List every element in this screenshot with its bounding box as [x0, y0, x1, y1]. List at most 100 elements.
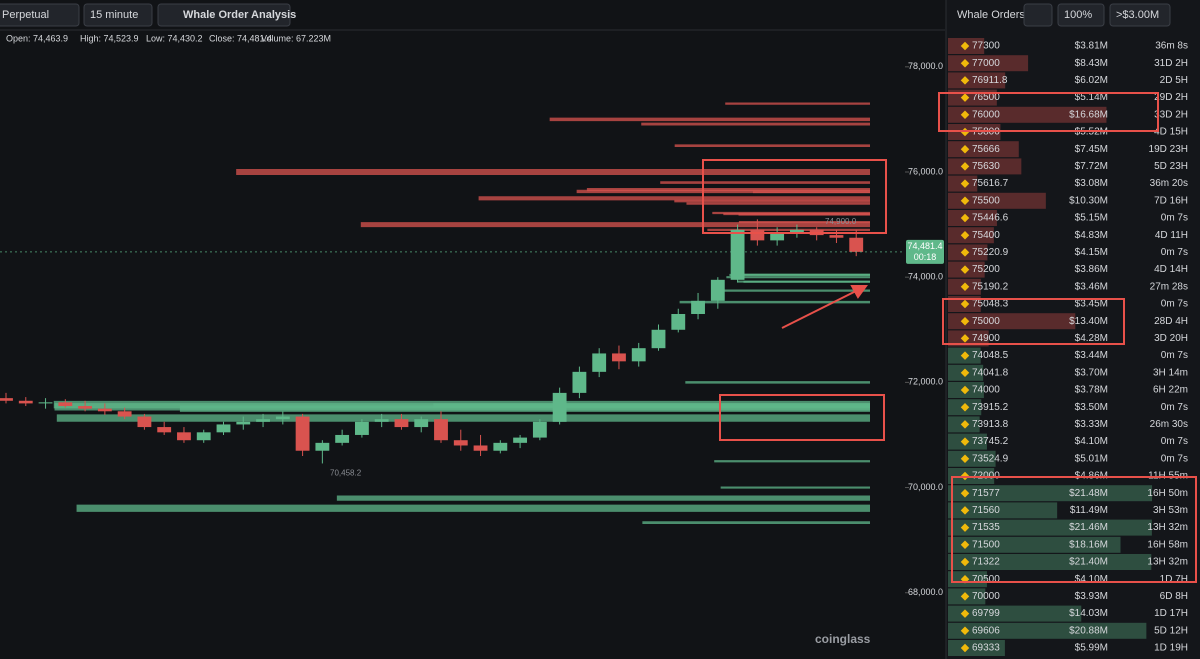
amount-bar: [948, 536, 1121, 553]
zoom: 100%: [1064, 9, 1092, 21]
candle-body: [651, 329, 666, 349]
order-age: 0m 7s: [1161, 453, 1188, 464]
exchange-icon: [960, 437, 970, 446]
order-age: 6D 8H: [1160, 591, 1188, 602]
order-amount: $21.48M: [1069, 488, 1108, 499]
candle-body: [414, 419, 429, 428]
candle-body: [354, 421, 369, 435]
interval-select[interactable]: [83, 3, 153, 27]
highlight-box: [938, 92, 1159, 132]
tool-button[interactable]: [157, 3, 291, 27]
y-tick-label: 78,000.0: [908, 61, 943, 71]
y-tick-label: 72,000.0: [908, 377, 943, 387]
exchange-icon: [960, 265, 970, 274]
exchange-icon: [960, 402, 970, 412]
order-amount: $5.01M: [1075, 453, 1108, 464]
candle-body: [691, 300, 705, 314]
filter-select[interactable]: [1109, 3, 1171, 27]
order-amount: $4.15M: [1075, 247, 1108, 258]
highlights: [702, 92, 1197, 583]
order-age: 26m 30s: [1150, 419, 1188, 430]
order-age: 7D 16H: [1154, 195, 1188, 206]
ohlc-low: Low: 74,430.2: [146, 33, 203, 43]
order-age: 16H 58m: [1147, 539, 1188, 550]
order-amount: $5.14M: [1075, 92, 1108, 103]
panel-title: Whale Orders: [957, 9, 1025, 21]
order-amount: $21.46M: [1069, 522, 1108, 533]
candle-body: [275, 416, 290, 420]
exchange-icon: [960, 523, 970, 532]
amount-bar: [948, 158, 1022, 175]
amount-bar: [948, 640, 1005, 656]
order-price: 75190.2: [972, 281, 1009, 292]
order-amount: $4.28M: [1075, 333, 1108, 344]
exchange-icon: [960, 643, 970, 653]
amount-bar: [948, 554, 1152, 570]
amount-bar: [948, 192, 1046, 209]
order-age: 4D 11H: [1155, 230, 1188, 241]
order-age: 28D 4H: [1154, 316, 1188, 327]
order-amount: $14.03M: [1069, 608, 1108, 619]
order-age: 6H 22m: [1153, 385, 1188, 396]
candle-body: [236, 421, 251, 425]
order-price: 75630: [972, 161, 1000, 172]
order-age: 36m 20s: [1150, 178, 1188, 189]
order-age: 2D 5H: [1160, 75, 1188, 86]
amount-bar: [948, 622, 1147, 639]
candle-body: [770, 232, 785, 241]
order-age: 19D 23H: [1149, 144, 1188, 155]
candle-body: [177, 432, 191, 441]
order-price: 69799: [972, 608, 1000, 619]
exchange-icon: [960, 454, 970, 464]
candle-body: [295, 416, 310, 451]
order-amount: $3.81M: [1075, 41, 1108, 52]
order-amount: $18.16M: [1069, 539, 1108, 550]
tool: Whale Order Analysis: [183, 9, 296, 21]
exchange-icon: [960, 557, 970, 567]
order-age: 33D 2H: [1154, 109, 1188, 120]
candle-body: [710, 279, 725, 301]
order-price: 75500: [972, 195, 1000, 206]
amount-bar: [948, 605, 1082, 622]
order-price: 75616.7: [972, 178, 1009, 189]
order-age: 36m 8s: [1155, 41, 1188, 52]
order-age: 3H 14m: [1153, 367, 1188, 378]
order-amount: $3.44M: [1075, 350, 1108, 361]
filter: >$3.00M: [1116, 9, 1159, 21]
order-price: 70000: [972, 591, 1000, 602]
price-annotation: 74,900.0: [825, 217, 857, 226]
order-price: 75400: [972, 230, 1000, 241]
order-amount: $10.30M: [1069, 195, 1108, 206]
settings-button[interactable]: [1023, 3, 1053, 27]
order-price: 76500: [972, 92, 1000, 103]
order-age: 4D 14H: [1154, 264, 1188, 275]
zoom-select[interactable]: [1057, 3, 1105, 27]
order-price: 71560: [972, 505, 1000, 516]
order-age: 1D 17H: [1154, 608, 1188, 619]
candle-body: [374, 419, 389, 422]
order-age: 3D 20H: [1154, 333, 1188, 344]
order-amount: $3.50M: [1075, 402, 1108, 413]
market-select[interactable]: [0, 3, 80, 27]
order-rows: 77300 $3.81M 36m 8s 77000 $8.43M 31D 2H 76911.…: [948, 38, 1188, 656]
order-amount: $3.78M: [1075, 385, 1108, 396]
candle-body: [18, 400, 33, 404]
order-age: 13H 32m: [1147, 557, 1188, 568]
order-price: 77300: [972, 41, 1000, 52]
order-age: 31D 2H: [1154, 58, 1188, 69]
amount-bar: [948, 502, 1058, 519]
candle-body: [552, 392, 567, 422]
highlight-box: [942, 298, 1125, 345]
exchange-icon: [960, 540, 970, 550]
candle-body: [730, 229, 745, 280]
order-age: 1D 7H: [1160, 574, 1188, 585]
candle-body: [137, 416, 152, 428]
candle-body: [473, 445, 488, 451]
exchange-icon: [960, 282, 970, 292]
countdown: 00:18: [914, 252, 937, 262]
order-age: 0m 7s: [1161, 350, 1188, 361]
order-price: 69606: [972, 625, 1000, 636]
order-age: 4D 15H: [1154, 127, 1188, 138]
ohlc-open: Open: 74,463.9: [6, 33, 68, 43]
candle-body: [532, 421, 547, 438]
